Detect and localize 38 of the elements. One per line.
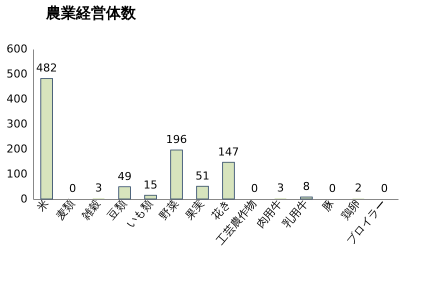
- x-tick-label: 豆類: [105, 197, 130, 222]
- bar: [196, 186, 209, 200]
- y-tick-label: 400: [6, 92, 28, 106]
- bar: [40, 78, 53, 200]
- bar: [170, 150, 183, 200]
- bar: [118, 186, 131, 200]
- y-tick-label: 0: [20, 192, 28, 206]
- x-tick-label: 野菜: [157, 197, 182, 222]
- data-label: 482: [36, 62, 58, 74]
- x-tick-label: 乳用牛: [280, 197, 312, 231]
- data-label: 147: [218, 145, 239, 158]
- data-label: 0: [380, 182, 388, 195]
- chart-title: 農業経営体数: [45, 4, 138, 22]
- x-tick-label: 米: [34, 197, 52, 214]
- data-label: 196: [166, 133, 188, 146]
- bar: [222, 162, 235, 200]
- y-tick-label: 200: [6, 142, 28, 156]
- x-tick-label: 鶏卵: [338, 197, 363, 222]
- data-label: 3: [276, 181, 284, 194]
- data-label: 2: [354, 182, 362, 194]
- y-tick-label: 500: [6, 68, 28, 80]
- x-tick-label: 果実: [183, 197, 208, 222]
- y-tick-label: 300: [6, 118, 28, 130]
- data-label: 51: [196, 169, 210, 182]
- x-tick-label: 雑穀: [79, 197, 104, 222]
- bar: [144, 194, 157, 200]
- bar: [300, 196, 313, 200]
- y-tick-label: 100: [6, 168, 28, 180]
- x-tick-label: 麦類: [53, 197, 78, 222]
- data-label: 0: [328, 182, 336, 195]
- data-label: 0: [69, 182, 76, 195]
- data-label: 49: [118, 170, 132, 183]
- x-tick-label: 豚: [320, 197, 337, 214]
- data-label: 3: [95, 181, 102, 194]
- data-label: 8: [302, 180, 310, 193]
- data-label: 0: [250, 182, 258, 195]
- y-tick-label: 600: [6, 42, 28, 56]
- data-label: 15: [144, 178, 158, 192]
